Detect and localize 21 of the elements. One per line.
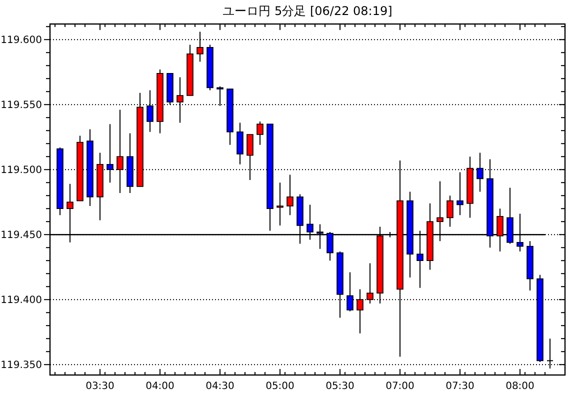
x-tick-label: 04:30: [206, 381, 234, 392]
x-tick-label: 07:00: [386, 381, 414, 392]
y-tick-label: 119.550: [0, 100, 42, 112]
y-tick-label: 119.350: [0, 360, 42, 372]
x-tick-label: 05:00: [266, 381, 294, 392]
x-tick-label: 03:30: [86, 381, 114, 392]
candlestick: [256, 121, 264, 146]
candlestick: [276, 182, 284, 226]
x-tick-label: 08:00: [506, 381, 534, 392]
y-tick-label: 119.600: [0, 35, 42, 46]
x-tick-label: 04:00: [146, 381, 174, 392]
candlestick: [236, 122, 244, 165]
x-tick-label: 07:30: [446, 381, 474, 392]
candlestick: [286, 174, 294, 216]
y-tick-label: 119.450: [0, 230, 42, 242]
candlestick: [456, 172, 464, 216]
y-tick-label: 119.500: [0, 165, 42, 176]
x-tick-label: 05:30: [326, 381, 354, 392]
chart-title: ユーロ円 5分足 [06/22 08:19]: [222, 4, 392, 18]
y-tick-label: 119.400: [0, 295, 42, 306]
candlestick: [446, 195, 454, 228]
